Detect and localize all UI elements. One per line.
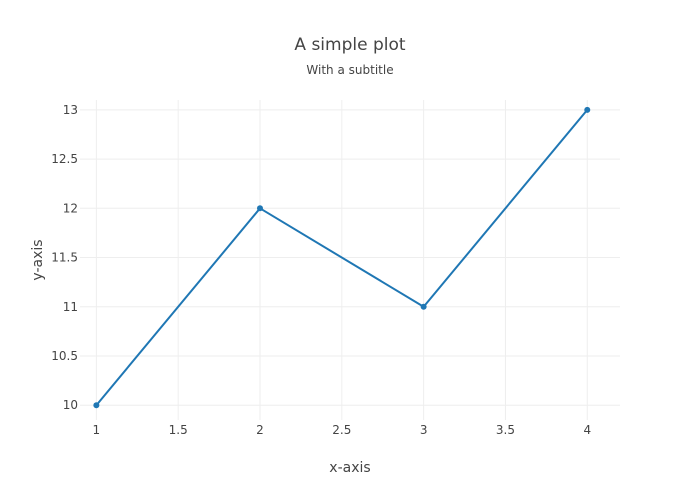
x-tick-labels: 1 1.5 2 2.5 3 3.5 4 [93,423,592,437]
y-tick-label: 12.5 [51,152,78,166]
x-tick-label: 2.5 [332,423,351,437]
x-tick-label: 1.5 [169,423,188,437]
series-group [93,106,591,409]
data-point [257,205,263,212]
y-tick-label: 12 [63,201,78,215]
y-axis-title: y-axis [30,239,46,280]
y-tick-label: 11.5 [51,251,78,265]
x-axis-title: x-axis [329,460,370,476]
y-tick-labels: 10 10.5 11 11.5 12 12.5 13 [51,103,78,412]
data-point [584,106,591,113]
x-tick-label: 2 [256,423,264,437]
data-point [93,402,100,409]
x-gridlines [95,100,588,420]
series-line [95,109,589,406]
y-tick-label: 10 [63,398,78,412]
chart-title: A simple plot [294,35,405,55]
x-tick-label: 4 [583,423,591,437]
y-gridlines [80,109,620,406]
chart-subtitle: With a subtitle [306,63,393,77]
x-tick-label: 3.5 [496,423,515,437]
x-tick-label: 3 [420,423,428,437]
y-tick-label: 13 [63,103,78,117]
y-tick-label: 10.5 [51,349,78,363]
x-tick-label: 1 [93,423,101,437]
data-point [420,303,427,310]
y-tick-label: 11 [63,300,78,314]
